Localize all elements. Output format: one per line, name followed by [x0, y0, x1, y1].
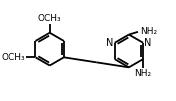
Text: OCH₃: OCH₃	[38, 14, 61, 23]
Text: N: N	[106, 38, 113, 48]
Text: NH₂: NH₂	[140, 27, 157, 36]
Text: N: N	[144, 38, 152, 48]
Text: OCH₃: OCH₃	[2, 53, 26, 62]
Text: NH₂: NH₂	[134, 69, 152, 78]
